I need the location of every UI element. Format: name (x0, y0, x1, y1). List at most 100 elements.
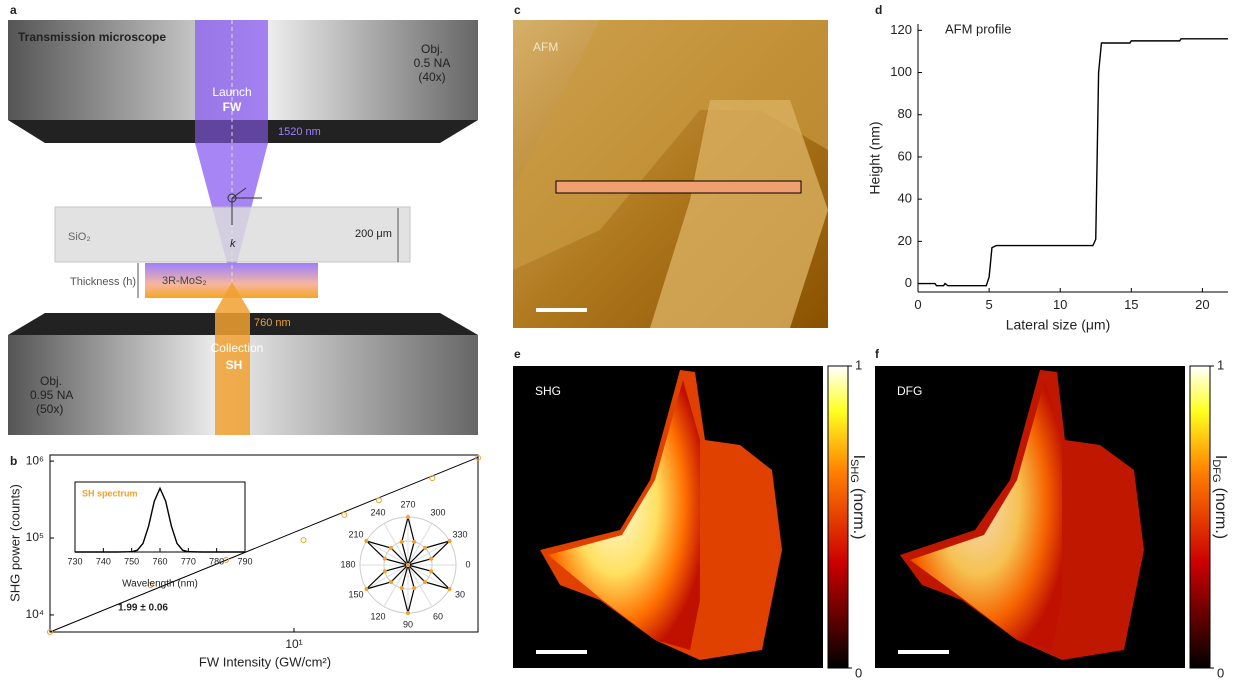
y-tick-label: 60 (898, 148, 912, 163)
profile-line (556, 181, 801, 193)
theta-tick-label: 150 (349, 589, 364, 599)
label: 760 nm (254, 317, 291, 329)
panel-letter: b (10, 454, 17, 468)
polar-point (400, 540, 404, 544)
x-axis-label: Wavelength (nm) (122, 579, 198, 590)
colorbar-label-unit: (norm.) (1212, 488, 1229, 540)
figure: a b c d e f Transmission microscope Obj.… (0, 0, 1236, 681)
colorbar-label: IDFG(norm.) (1210, 455, 1229, 539)
colorbar-tick-label: 0 (855, 665, 862, 680)
label: SiO₂ (68, 231, 91, 243)
polar-point (448, 587, 452, 591)
polar-grid (408, 565, 450, 589)
theta-tick-label: 300 (430, 507, 445, 517)
y-tick-label: 80 (898, 106, 912, 121)
x-tick-label: 10¹ (285, 637, 302, 651)
theta-tick-label: 90 (403, 619, 413, 629)
label: k (230, 238, 236, 250)
y-tick-label: 10⁶ (26, 453, 44, 467)
polar-point (423, 546, 427, 550)
data-point (301, 538, 306, 543)
label: 1520 nm (278, 126, 321, 138)
annotation: 1.99 ± 0.06 (118, 603, 168, 614)
polar-point (383, 569, 387, 573)
polar-grid (366, 565, 408, 589)
colorbar-tick-label: 1 (1217, 357, 1224, 372)
polar-point (412, 540, 416, 544)
afm-image: AFM (513, 20, 828, 328)
label: (50x) (36, 402, 63, 416)
label: Obj. (40, 374, 62, 388)
data-line (918, 39, 1228, 286)
label: 0.5 NA (414, 56, 451, 70)
panel-letter: e (514, 347, 521, 361)
polar-point (364, 587, 368, 591)
label: Collection (211, 341, 264, 355)
x-tick-label: 5 (985, 297, 992, 312)
y-tick-label: 40 (898, 191, 912, 206)
label: SHG (535, 384, 561, 398)
x-tick-label: 740 (96, 556, 111, 566)
colorbar-tick-label: 0 (1217, 665, 1224, 680)
theta-tick-label: 270 (400, 499, 415, 509)
panel-letter: a (10, 3, 17, 17)
y-tick-label: 100 (890, 64, 912, 79)
data-point (376, 498, 381, 503)
x-tick-label: 20 (1195, 297, 1209, 312)
maps: SHG DFG (513, 366, 1185, 668)
panel-letter: c (514, 3, 521, 17)
colorbar-tick-label: 1 (855, 357, 862, 372)
theta-tick-label: 120 (370, 611, 385, 621)
colorbar-label: ISHG(norm.) (848, 455, 867, 540)
label: Obj. (421, 42, 443, 56)
y-tick-label: 20 (898, 233, 912, 248)
colorbar-label-unit: (norm.) (850, 488, 867, 540)
panel-letter: d (875, 3, 882, 17)
label: 3R-MoS₂ (162, 275, 207, 287)
x-tick-label: 730 (67, 556, 82, 566)
polar-point (423, 580, 427, 584)
polar-grid (408, 541, 450, 565)
x-tick-label: 750 (124, 556, 139, 566)
polar-point (383, 557, 387, 561)
theta-tick-label: 60 (433, 611, 443, 621)
colorbar (828, 366, 848, 668)
theta-tick-label: 210 (349, 529, 364, 539)
x-tick-label: 15 (1124, 297, 1138, 312)
polar-point (364, 539, 368, 543)
diagram: Transmission microscope Obj. 0.5 NA (40x… (8, 20, 478, 435)
theta-tick-label: 330 (452, 529, 467, 539)
polar-point (448, 539, 452, 543)
label: Transmission microscope (18, 30, 166, 44)
colorbar (1190, 366, 1210, 668)
polar-point (389, 546, 393, 550)
polar-point (406, 563, 410, 567)
x-axis-label: FW Intensity (GW/cm²) (199, 654, 331, 669)
theta-tick-label: 180 (340, 559, 355, 569)
x-tick-label: 0 (914, 297, 921, 312)
label: Thickness (h) (70, 276, 136, 288)
polar-point (406, 515, 410, 519)
label: SH (226, 358, 243, 372)
polar-point (406, 611, 410, 615)
theta-tick-label: 30 (455, 589, 465, 599)
x-tick-label: 780 (209, 556, 224, 566)
label: AFM (533, 40, 558, 54)
chart-title: SH spectrum (82, 488, 138, 498)
y-tick-label: 0 (905, 275, 912, 290)
theta-tick-label: 0 (465, 559, 470, 569)
y-tick-label: 120 (890, 22, 912, 37)
label: 0.95 NA (30, 388, 73, 402)
x-tick-label: 760 (152, 556, 167, 566)
x-axis-label: Lateral size (μm) (1006, 317, 1111, 333)
chart-title: AFM profile (945, 21, 1011, 36)
polar-point (429, 557, 433, 561)
data-point (342, 512, 347, 517)
label: FW (223, 100, 242, 114)
x-tick-label: 770 (181, 556, 196, 566)
label: 200 μm (355, 228, 392, 240)
polar-point (400, 586, 404, 590)
y-tick-label: 10⁵ (26, 530, 44, 544)
y-axis-label: Height (nm) (867, 121, 883, 194)
x-tick-label: 10 (1053, 297, 1067, 312)
